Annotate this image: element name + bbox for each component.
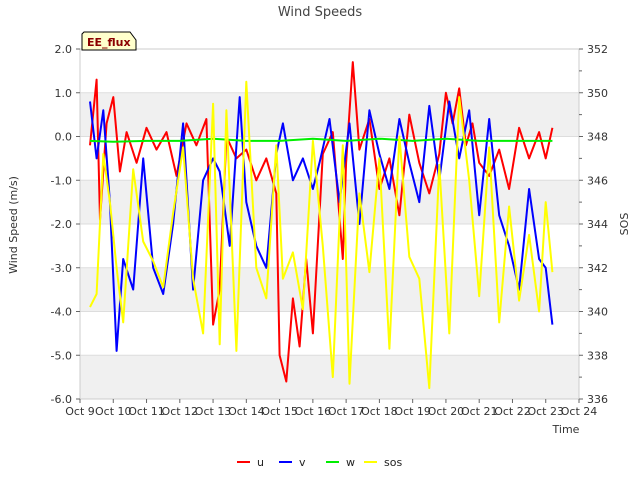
y-tick-label: 0.0 <box>55 131 73 144</box>
y-axis-title: Wind Speed (m/s) <box>7 176 20 274</box>
x-tick-label: Oct 19 <box>394 405 431 418</box>
y2-tick-label: 344 <box>587 218 608 231</box>
y-tick-label: -2.0 <box>51 218 72 231</box>
x-axis-title: Time <box>552 423 580 436</box>
y-tick-label: -4.0 <box>51 306 72 319</box>
badge-box <box>81 31 137 51</box>
series-line-sos <box>89 80 554 390</box>
y2-axis-title: SOS <box>618 213 631 236</box>
x-tick-label: Oct 22 <box>494 405 531 418</box>
legend-label-sos: sos <box>384 456 402 469</box>
y-tick-label: 2.0 <box>55 43 73 56</box>
x-tick-label: Oct 10 <box>95 405 132 418</box>
x-tick-label: Oct 14 <box>228 405 265 418</box>
legend-label-v: v <box>299 456 306 469</box>
y2-tick-label: 340 <box>587 306 608 319</box>
y2-tick-label: 342 <box>587 262 608 275</box>
x-tick-label: Oct 9 <box>65 405 95 418</box>
x-tick-label: Oct 12 <box>162 405 199 418</box>
badge: EE_flux <box>81 31 137 51</box>
x-tick-label: Oct 13 <box>195 405 232 418</box>
y-tick-label: -6.0 <box>51 393 72 406</box>
background-band <box>80 355 579 399</box>
series-line-v <box>89 96 554 352</box>
x-tick-label: Oct 21 <box>461 405 498 418</box>
x-tick-label: Oct 24 <box>561 405 598 418</box>
y-tick-label: -5.0 <box>51 349 72 362</box>
x-tick-label: Oct 18 <box>361 405 398 418</box>
legend-label-u: u <box>257 456 264 469</box>
series-line-w <box>89 137 553 143</box>
x-tick-label: Oct 15 <box>261 405 298 418</box>
background-band <box>80 92 579 137</box>
x-tick-label: Oct 16 <box>295 405 332 418</box>
legend: u v w sos <box>237 456 402 469</box>
y2-tick-label: 352 <box>587 43 608 56</box>
y-tick-label: -1.0 <box>51 174 72 187</box>
y-tick-label: 1.0 <box>55 87 73 100</box>
y2-tick-label: 338 <box>587 349 608 362</box>
series-layer <box>89 61 554 390</box>
y2-tick-label: 346 <box>587 174 608 187</box>
x-tick-label: Oct 17 <box>328 405 365 418</box>
badge-text: EE_flux <box>87 36 131 49</box>
x-tick-label: Oct 20 <box>428 405 465 418</box>
legend-label-w: w <box>346 456 355 469</box>
background-band <box>80 180 579 224</box>
chart-title: Wind Speeds <box>278 5 363 20</box>
y2-tick-label: 350 <box>587 87 608 100</box>
y2-tick-label: 336 <box>587 393 608 406</box>
x-tick-label: Oct 23 <box>527 405 564 418</box>
x-tick-label: Oct 11 <box>128 405 165 418</box>
y2-tick-label: 348 <box>587 131 608 144</box>
axes: 2.0 1.0 0.0 -1.0 -2.0 -3.0 -4.0 -5.0 -6.0 352 350 3… <box>51 43 608 418</box>
y-tick-label: -3.0 <box>51 262 72 275</box>
